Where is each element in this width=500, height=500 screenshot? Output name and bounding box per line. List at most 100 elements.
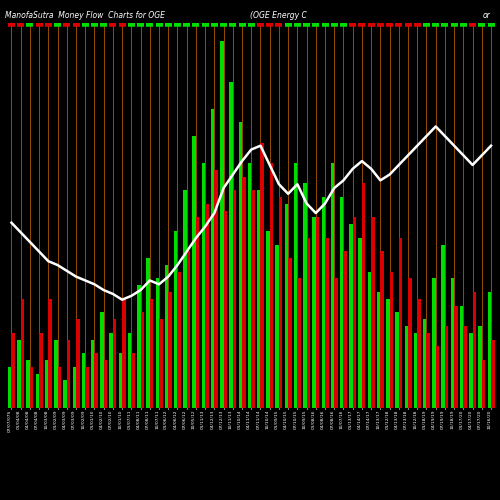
Bar — [76, 319, 80, 408]
Text: ManofaSutra  Money Flow  Charts for OGE: ManofaSutra Money Flow Charts for OGE — [5, 12, 165, 20]
Bar — [432, 278, 436, 407]
Bar — [404, 326, 408, 407]
Bar — [450, 278, 454, 407]
Bar — [146, 258, 150, 408]
Bar — [284, 204, 288, 408]
Bar — [36, 374, 39, 408]
Bar — [408, 278, 412, 407]
Bar — [64, 380, 67, 407]
Bar — [418, 299, 421, 408]
Bar — [54, 340, 58, 407]
Bar — [118, 353, 122, 408]
Bar — [113, 319, 116, 408]
Bar — [334, 278, 338, 407]
Bar — [164, 265, 168, 408]
Bar — [436, 346, 439, 408]
Bar — [276, 244, 279, 408]
Bar — [464, 326, 467, 407]
Bar — [82, 353, 85, 408]
Bar — [414, 333, 418, 407]
Bar — [306, 238, 310, 408]
Bar — [460, 306, 464, 408]
Bar — [331, 163, 334, 408]
Bar — [192, 136, 196, 407]
Bar — [288, 258, 292, 408]
Bar — [110, 333, 113, 407]
Bar — [316, 218, 320, 408]
Bar — [67, 340, 70, 407]
Bar — [122, 299, 126, 408]
Bar — [358, 238, 362, 408]
Bar — [352, 218, 356, 408]
Bar — [344, 252, 347, 408]
Bar — [140, 312, 144, 408]
Bar — [260, 142, 264, 408]
Bar — [312, 218, 316, 408]
Bar — [390, 272, 393, 407]
Bar — [39, 333, 42, 407]
Bar — [298, 278, 301, 407]
Bar — [322, 197, 325, 408]
Bar — [178, 272, 181, 407]
Bar — [58, 367, 61, 408]
Bar — [150, 299, 154, 408]
Bar — [238, 122, 242, 408]
Bar — [17, 340, 20, 407]
Bar — [211, 108, 214, 408]
Bar — [368, 272, 371, 407]
Bar — [386, 299, 390, 408]
Bar — [156, 278, 159, 407]
Bar — [248, 163, 251, 408]
Bar — [94, 353, 98, 408]
Bar — [294, 163, 298, 408]
Bar — [20, 299, 24, 408]
Bar — [270, 163, 273, 408]
Bar — [491, 340, 494, 407]
Bar — [472, 292, 476, 408]
Bar — [340, 197, 344, 408]
Bar — [482, 360, 486, 408]
Bar — [12, 333, 15, 407]
Bar — [100, 312, 103, 408]
Bar — [230, 82, 233, 407]
Bar — [26, 360, 30, 408]
Bar — [233, 190, 236, 408]
Bar — [396, 312, 399, 408]
Bar — [399, 238, 402, 408]
Bar — [128, 333, 132, 407]
Bar — [8, 367, 12, 408]
Bar — [168, 292, 172, 408]
Text: (OGE Energy C: (OGE Energy C — [250, 12, 307, 20]
Bar — [183, 190, 186, 408]
Bar — [377, 292, 380, 408]
Bar — [349, 224, 352, 408]
Bar — [174, 231, 178, 408]
Bar — [251, 190, 255, 408]
Bar — [159, 319, 162, 408]
Text: or: or — [482, 12, 490, 20]
Bar — [423, 319, 426, 408]
Bar — [214, 170, 218, 408]
Bar — [196, 218, 200, 408]
Bar — [85, 367, 88, 408]
Bar — [132, 353, 135, 408]
Bar — [220, 41, 224, 408]
Bar — [362, 184, 366, 408]
Bar — [380, 252, 384, 408]
Bar — [186, 252, 190, 408]
Bar — [257, 190, 260, 408]
Bar — [478, 326, 482, 407]
Bar — [426, 333, 430, 407]
Bar — [454, 306, 458, 408]
Bar — [242, 176, 246, 408]
Bar — [279, 197, 282, 408]
Bar — [91, 340, 94, 407]
Bar — [137, 286, 140, 408]
Bar — [30, 367, 34, 408]
Bar — [325, 238, 328, 408]
Bar — [205, 204, 208, 408]
Bar — [104, 360, 107, 408]
Bar — [48, 299, 52, 408]
Bar — [469, 333, 472, 407]
Bar — [266, 231, 270, 408]
